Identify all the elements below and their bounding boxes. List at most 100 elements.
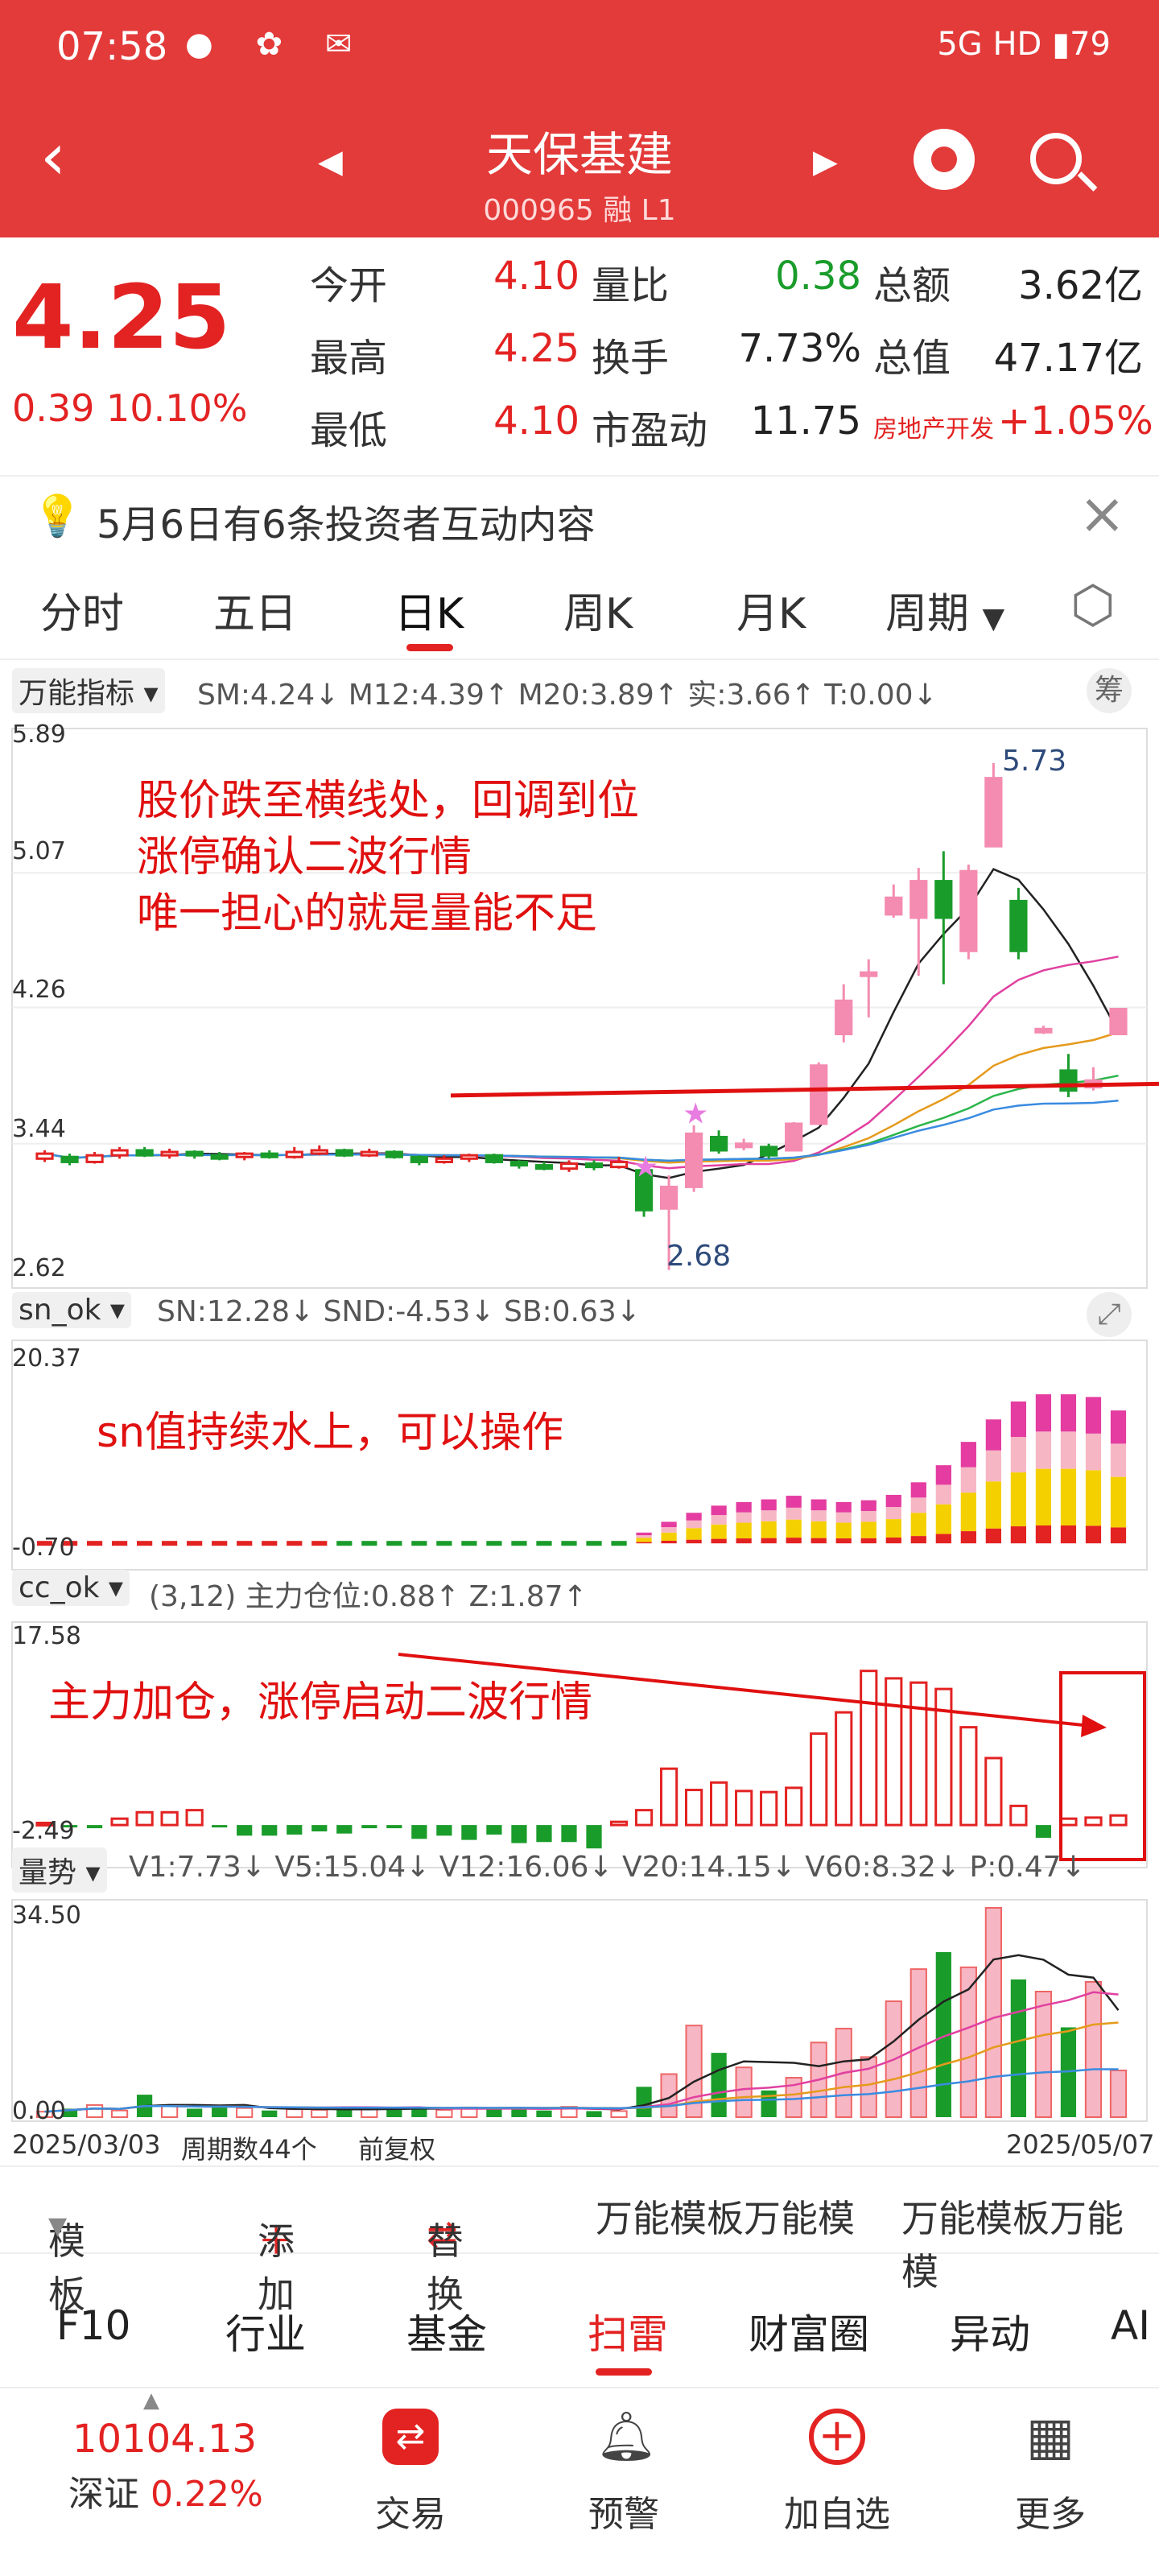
- candle-body: [735, 1142, 753, 1149]
- cc-bar: [1059, 1817, 1078, 1827]
- tab-f10[interactable]: F10: [56, 2302, 131, 2349]
- candle-body: [410, 1155, 428, 1163]
- sn-bar: [511, 1541, 527, 1546]
- end-date: 2025/05/07: [1006, 2129, 1155, 2160]
- ma12-line: [44, 956, 1119, 1170]
- volume-bar: [1084, 1980, 1103, 2118]
- chip-button[interactable]: 筹: [1087, 668, 1132, 713]
- sn-bar-segment: [1085, 1470, 1102, 1526]
- sn-bar-segment: [835, 1512, 852, 1523]
- value-volume-ratio: 0.38: [775, 254, 861, 299]
- tab-wealth-circle[interactable]: 财富圈: [749, 2311, 869, 2358]
- template-toolbar: 模板 ▼ ＋添加 ⇄ 替换 万能模板万能模 万能模板万能模: [0, 2165, 1159, 2316]
- sn-panel-frame: [11, 1340, 1148, 1571]
- volume-bar: [711, 2053, 727, 2117]
- volume-bar: [785, 2077, 802, 2119]
- back-icon[interactable]: ‹: [40, 119, 66, 194]
- expand-up-icon[interactable]: ▲: [143, 2388, 159, 2413]
- search-icon[interactable]: [1030, 133, 1082, 184]
- mascot-icon[interactable]: [914, 129, 975, 190]
- cc-bar: [185, 1809, 204, 1827]
- nav-alert[interactable]: 预警: [588, 2494, 659, 2535]
- sn-bar-segment: [711, 1538, 727, 1544]
- tab-five-day[interactable]: 五日: [213, 590, 298, 638]
- expand-icon[interactable]: ⤢: [1087, 1292, 1132, 1337]
- candle-body: [360, 1150, 378, 1157]
- sn-bar-segment: [860, 1538, 876, 1544]
- sn-bar: [436, 1541, 452, 1546]
- sn-bar-segment: [711, 1515, 727, 1525]
- volume-bar: [860, 2056, 877, 2119]
- sn-bar-segment: [960, 1467, 976, 1493]
- annotation-main-line-1: 股价跌至横线处，回调到位: [137, 777, 640, 825]
- template-chip-2[interactable]: 万能模板万能模: [901, 2197, 1124, 2293]
- nav-trade[interactable]: 交易: [375, 2494, 446, 2535]
- price-axis-top: 5.89: [12, 720, 66, 749]
- tab-daily-k[interactable]: 日K: [394, 590, 464, 638]
- sn-indicator-selector[interactable]: sn_ok ▾: [12, 1292, 131, 1328]
- vol-axis-top: 34.50: [12, 1901, 81, 1930]
- candle-body: [260, 1152, 278, 1158]
- sn-bar-segment: [985, 1419, 1001, 1451]
- cc-panel-frame: [11, 1621, 1148, 1868]
- sn-bar-segment: [786, 1507, 802, 1520]
- sn-bar: [212, 1541, 228, 1546]
- change-percent: 10.10%: [106, 386, 248, 430]
- volume-bar: [1109, 2069, 1128, 2119]
- sn-bar-segment: [960, 1492, 976, 1532]
- volume-indicator-row: 量势 ▾ V1:7.73↓ V5:15.04↓ V12:16.06↓ V20:1…: [0, 1843, 1159, 1900]
- candle-body: [135, 1149, 154, 1157]
- current-price: 4.25: [12, 266, 231, 369]
- tab-weekly-k[interactable]: 周K: [563, 590, 633, 638]
- label-high: 最高: [310, 336, 388, 381]
- settings-hexagon-icon[interactable]: ⬡: [1070, 576, 1116, 635]
- investor-notice[interactable]: 💡 5月6日有6条投资者互动内容 ×: [0, 475, 1159, 555]
- sn-bar-segment: [736, 1501, 752, 1513]
- sn-bar-segment: [935, 1504, 951, 1534]
- label-sector[interactable]: 房地产开发: [873, 415, 994, 444]
- sn-bar-segment: [736, 1512, 752, 1523]
- tab-risk-scan[interactable]: 扫雷: [588, 2311, 668, 2358]
- cc-bar: [609, 1820, 629, 1827]
- value-sector: +1.05%: [998, 398, 1153, 444]
- support-line: [450, 1081, 1159, 1098]
- plus-icon: ＋: [258, 2219, 295, 2263]
- main-indicator-selector[interactable]: 万能指标 ▾: [12, 668, 165, 713]
- tab-monthly-k[interactable]: 月K: [736, 590, 806, 638]
- cc-bar: [760, 1790, 778, 1827]
- sn-bar-segment: [736, 1522, 752, 1539]
- nav-add-watchlist[interactable]: 加自选: [784, 2494, 890, 2535]
- nav-more[interactable]: 更多: [1015, 2494, 1086, 2535]
- tab-industry[interactable]: 行业: [225, 2311, 306, 2358]
- prev-stock-icon[interactable]: ◀: [318, 143, 343, 180]
- cc-indicator-values: (3,12) 主力仓位:0.88↑ Z:1.87↑: [149, 1580, 588, 1613]
- cc-indicator-selector[interactable]: cc_ok ▾: [12, 1570, 130, 1606]
- sn-bar: [262, 1541, 278, 1546]
- candle-body: [235, 1152, 254, 1158]
- sn-bar-segment: [985, 1528, 1001, 1544]
- change-value: 0.39: [12, 386, 95, 430]
- tab-fund[interactable]: 基金: [406, 2311, 487, 2358]
- template-chip-1[interactable]: 万能模板万能模: [596, 2197, 855, 2240]
- tab-intraday[interactable]: 分时: [40, 590, 125, 638]
- tab-period[interactable]: 周期 ▼: [885, 580, 1004, 640]
- tab-anomaly[interactable]: 异动: [950, 2311, 1030, 2358]
- sn-bar-segment: [1060, 1431, 1077, 1469]
- index-value[interactable]: 10104.13: [72, 2417, 258, 2462]
- value-low: 4.10: [493, 398, 580, 444]
- sn-bar: [361, 1541, 377, 1546]
- next-stock-icon[interactable]: ▶: [813, 143, 838, 180]
- price-axis-3: 4.26: [12, 976, 66, 1004]
- sn-bar: [611, 1541, 627, 1546]
- volume-indicator-selector[interactable]: 量势 ▾: [12, 1847, 107, 1893]
- stock-name: 天保基建: [485, 127, 673, 182]
- close-icon[interactable]: ×: [1079, 481, 1126, 547]
- sn-bar-segment: [786, 1496, 802, 1508]
- tab-ai[interactable]: AI: [1111, 2302, 1150, 2349]
- sn-bar-segment: [636, 1538, 652, 1542]
- volume-bar: [735, 2066, 753, 2118]
- bottom-nav: ▲ 10104.13 深证 0.22% ⇄ 交易 🔔︎ 预警 + 加自选 ▦ 更…: [0, 2387, 1159, 2576]
- kline-chart-area[interactable]: ★★: [0, 716, 1159, 2133]
- cc-bar: [61, 1825, 78, 1828]
- volume-bar: [187, 2108, 203, 2117]
